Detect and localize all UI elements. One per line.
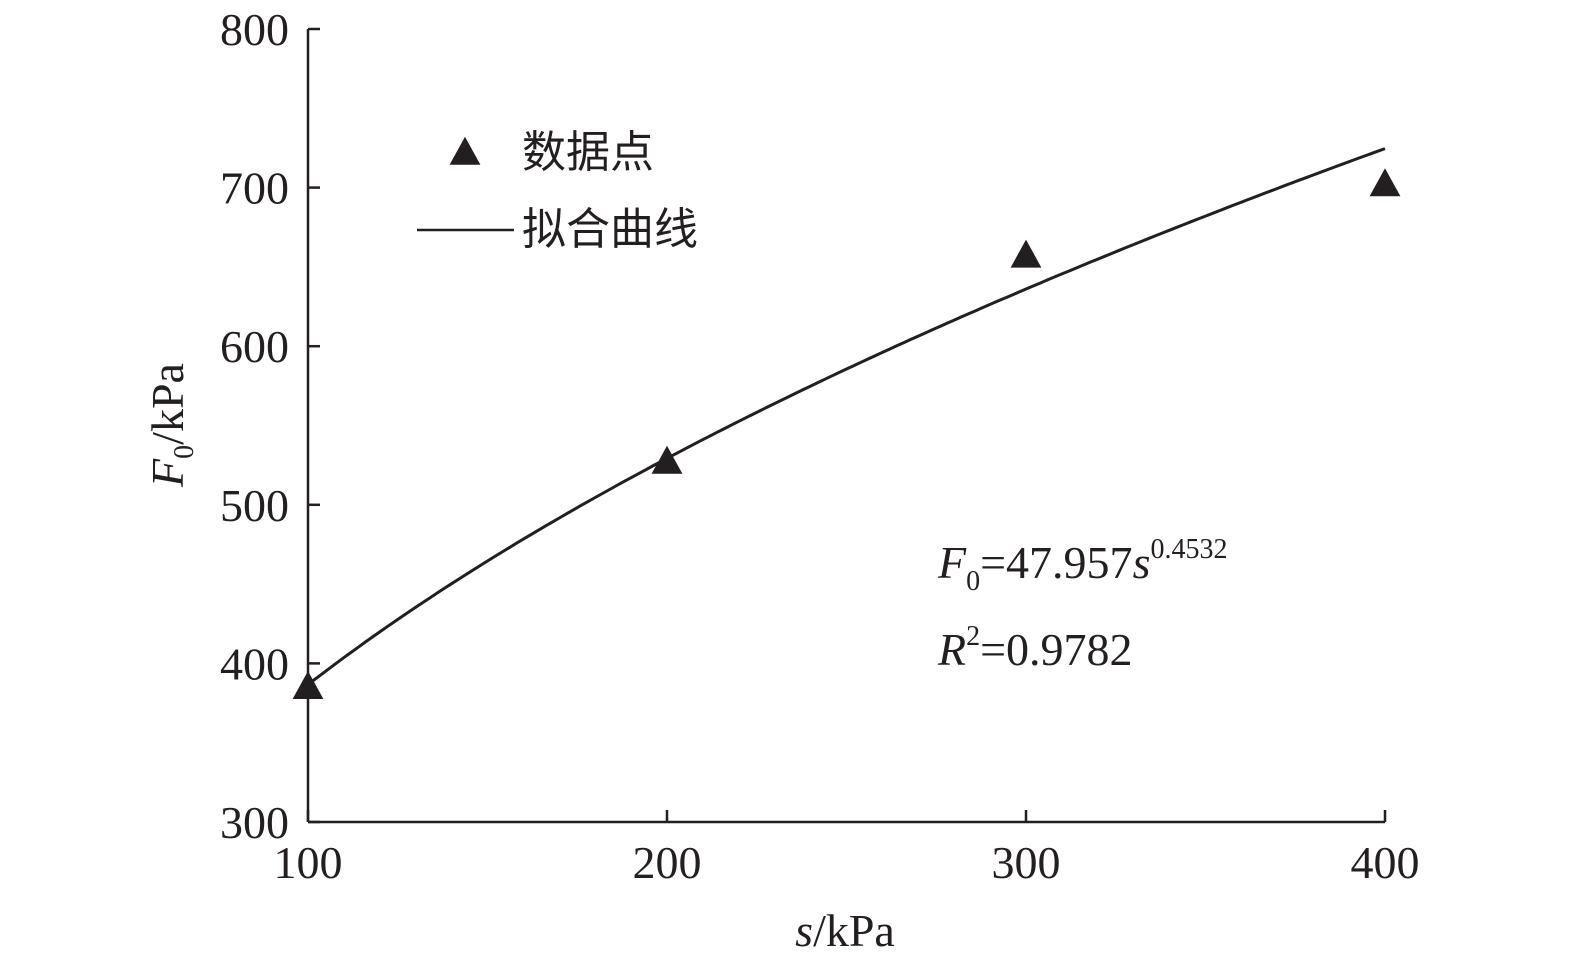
data-point-marker xyxy=(292,671,324,699)
legend-label-data-points: 数据点 xyxy=(522,127,654,178)
r-squared-variable: R xyxy=(937,624,966,675)
equation-lhs-subscript: 0 xyxy=(966,566,980,597)
x-tick-label: 400 xyxy=(1351,837,1420,888)
x-tick-label: 300 xyxy=(992,837,1061,888)
r-squared-annotation: R2=0.9782 xyxy=(937,621,1133,675)
y-axis-title-variable: F xyxy=(142,458,193,488)
y-tick-label: 800 xyxy=(220,4,289,55)
legend: 数据点 拟合曲线 xyxy=(417,127,698,255)
y-tick-label: 600 xyxy=(220,321,289,372)
x-axis-title: s/kPa xyxy=(795,905,895,956)
data-point-marker xyxy=(651,445,683,474)
legend-label-fit-curve: 拟合曲线 xyxy=(522,204,698,255)
y-tick-label: 300 xyxy=(220,797,289,848)
data-points-layer xyxy=(292,168,1401,699)
equation-exponent: 0.4532 xyxy=(1150,534,1227,565)
y-axis-title-subscript: 0 xyxy=(169,445,200,459)
y-tick-label: 500 xyxy=(220,480,289,531)
x-tick-label: 200 xyxy=(633,837,702,888)
y-axis-title: F0/kPa xyxy=(142,363,200,488)
data-point-marker xyxy=(1369,168,1401,197)
y-axis-title-unit: /kPa xyxy=(142,363,193,445)
data-point-marker xyxy=(1010,239,1042,268)
y-tick-label: 700 xyxy=(220,163,289,214)
r-squared-superscript: 2 xyxy=(966,621,980,652)
equation-lhs: F xyxy=(937,537,967,588)
equation-annotation: F0=47.957s0.4532 xyxy=(937,534,1227,597)
x-tick-label: 100 xyxy=(274,837,343,888)
equation-coefficient: =47.957 xyxy=(980,537,1132,588)
fit-curve-layer xyxy=(307,147,1386,686)
y-tick-label: 400 xyxy=(220,638,289,689)
axes-layer: 300 400 500 600 700 800 100 200 300 400 xyxy=(220,4,1420,888)
legend-triangle-marker xyxy=(449,136,481,165)
x-axis-title-variable: s xyxy=(795,905,813,956)
fit-curve xyxy=(307,147,1386,686)
x-axis-title-unit: /kPa xyxy=(813,905,895,956)
equation-variable: s xyxy=(1133,537,1151,588)
r-squared-value: =0.9782 xyxy=(980,624,1132,675)
